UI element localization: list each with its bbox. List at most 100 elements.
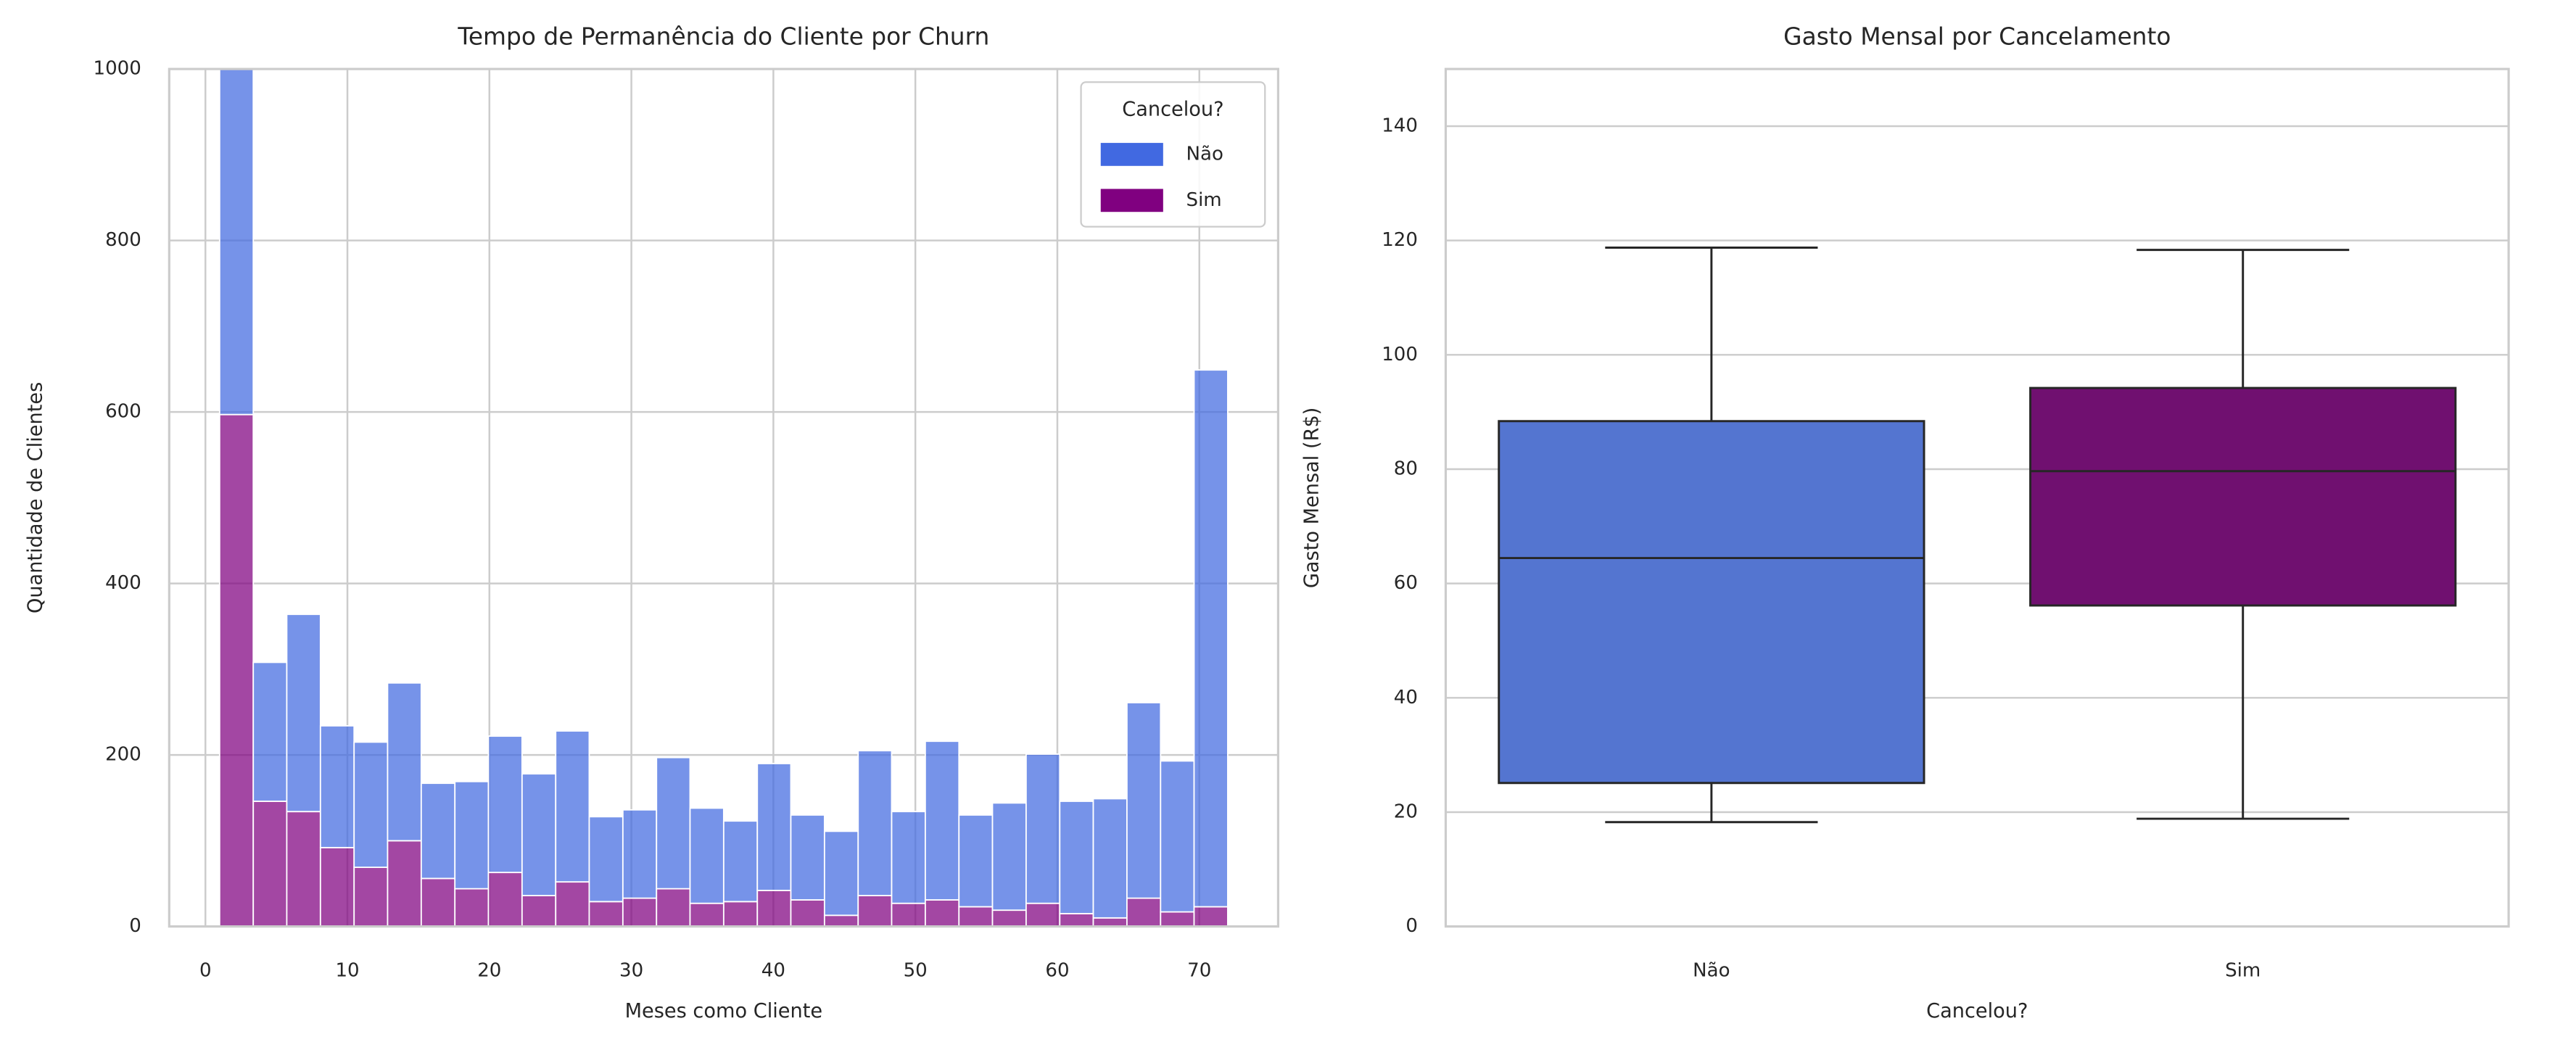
bar	[1025, 902, 1061, 927]
y-tick-label: 0	[129, 915, 141, 937]
bar	[588, 901, 624, 927]
bar	[252, 661, 288, 802]
bar	[1059, 801, 1094, 914]
x-tick-label: 10	[335, 959, 359, 981]
box	[1498, 420, 1925, 785]
bar	[353, 741, 389, 868]
y-tick-label: 40	[1394, 687, 1418, 708]
bar	[1025, 753, 1061, 904]
bar	[286, 613, 321, 813]
axes-frame	[168, 67, 1279, 928]
bar	[1160, 911, 1195, 927]
legend-label: Não	[1186, 143, 1223, 165]
bar	[1126, 897, 1162, 927]
x-tick-label: 20	[477, 959, 501, 981]
bar	[790, 899, 825, 927]
bar	[1092, 798, 1128, 919]
bar	[991, 909, 1027, 927]
bar	[924, 899, 960, 927]
bar	[353, 867, 389, 927]
bar	[756, 763, 792, 891]
bar	[958, 814, 994, 908]
bar	[252, 801, 288, 927]
y-tick-label: 80	[1394, 458, 1418, 479]
y-axis-label: Quantidade de Clientes	[24, 382, 46, 613]
bar	[1059, 913, 1094, 927]
bar	[756, 890, 792, 927]
bar	[689, 902, 724, 927]
legend-swatch	[1100, 143, 1163, 166]
bar	[823, 830, 859, 917]
axes-frame	[1444, 67, 2510, 928]
x-tick-label: Sim	[2225, 959, 2261, 981]
bar	[958, 906, 994, 927]
bar	[319, 725, 355, 848]
x-tick-label: 40	[761, 959, 785, 981]
bar	[656, 756, 691, 890]
bar	[891, 811, 926, 904]
bar	[1193, 906, 1229, 927]
bar	[588, 816, 624, 903]
bar	[555, 730, 590, 883]
x-tick-label: 0	[199, 959, 212, 981]
legend-label: Sim	[1186, 189, 1222, 211]
bar	[689, 807, 724, 904]
bar	[1126, 702, 1162, 899]
bars	[218, 69, 1229, 927]
bar	[521, 773, 557, 896]
bar	[722, 901, 759, 927]
bar	[454, 780, 490, 890]
bar	[286, 811, 321, 927]
bar	[857, 750, 893, 896]
bar	[622, 809, 658, 899]
bar	[857, 895, 893, 927]
bar	[487, 872, 523, 927]
legend-swatch	[1100, 189, 1163, 212]
bar	[319, 846, 355, 927]
y-tick-label: 400	[105, 572, 141, 594]
bar	[1160, 760, 1195, 913]
legend-title: Cancelou?	[1122, 98, 1223, 120]
x-tick-label: 30	[619, 959, 643, 981]
y-tick-label: 20	[1394, 801, 1418, 822]
bar	[218, 413, 255, 927]
bar	[218, 69, 255, 416]
bar	[924, 740, 960, 901]
bar	[622, 897, 658, 927]
bar	[555, 881, 590, 927]
bar	[487, 735, 523, 874]
bar	[420, 782, 456, 880]
bar	[1092, 917, 1128, 927]
y-tick-label: 800	[105, 229, 141, 251]
bar	[656, 888, 691, 927]
chart-title: Gasto Mensal por Cancelamento	[1783, 23, 2171, 51]
y-axis-label: Gasto Mensal (R$)	[1300, 408, 1323, 589]
bar	[521, 895, 557, 927]
x-axis-label: Cancelou?	[1926, 1000, 2028, 1022]
x-tick-label: 60	[1045, 959, 1069, 981]
bar	[991, 802, 1027, 911]
bar	[790, 814, 825, 901]
y-tick-label: 600	[105, 401, 141, 423]
chart-title: Tempo de Permanência do Cliente por Chur…	[457, 23, 989, 51]
bar	[420, 877, 456, 927]
bar	[722, 820, 759, 903]
y-tick-label: 100	[1382, 344, 1418, 365]
x-tick-label: Não	[1693, 959, 1730, 981]
bar	[823, 914, 859, 927]
bar	[387, 682, 422, 842]
y-tick-label: 60	[1394, 572, 1418, 594]
y-tick-label: 120	[1382, 229, 1418, 251]
bar	[387, 840, 422, 927]
y-tick-label: 200	[105, 744, 141, 766]
legend: Cancelou? Não Sim	[1080, 81, 1266, 228]
x-tick-label: 50	[904, 959, 928, 981]
y-tick-label: 140	[1382, 115, 1418, 136]
box	[2029, 386, 2457, 607]
bar	[1193, 369, 1229, 908]
bar	[891, 902, 926, 927]
bar	[454, 888, 490, 927]
x-axis-label: Meses como Cliente	[625, 1000, 823, 1022]
